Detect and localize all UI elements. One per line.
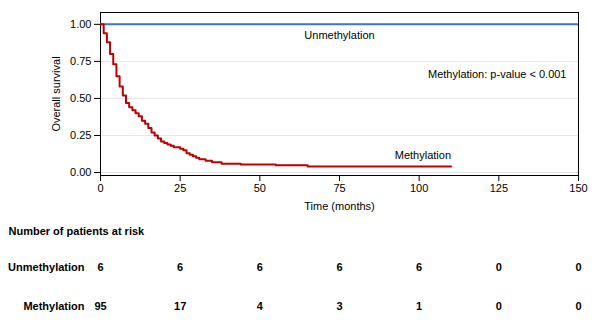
svg-text:0: 0 (496, 300, 502, 312)
svg-text:0: 0 (575, 300, 581, 312)
svg-text:50: 50 (254, 182, 266, 194)
svg-text:0: 0 (575, 261, 581, 273)
svg-text:6: 6 (257, 261, 263, 273)
svg-text:125: 125 (490, 182, 508, 194)
svg-text:6: 6 (177, 261, 183, 273)
svg-text:0.75: 0.75 (70, 55, 91, 67)
svg-text:0: 0 (97, 182, 103, 194)
svg-text:6: 6 (336, 261, 342, 273)
svg-text:0.25: 0.25 (70, 129, 91, 141)
svg-text:Methylation: p-value < 0.001: Methylation: p-value < 0.001 (428, 68, 567, 80)
svg-text:Number of patients at risk: Number of patients at risk (9, 225, 146, 237)
svg-text:17: 17 (174, 300, 186, 312)
svg-text:75: 75 (333, 182, 345, 194)
svg-text:Time (months): Time (months) (304, 200, 375, 212)
svg-text:Methylation: Methylation (395, 149, 451, 161)
svg-text:3: 3 (336, 300, 342, 312)
svg-text:Unmethylation: Unmethylation (8, 261, 85, 273)
svg-text:6: 6 (416, 261, 422, 273)
svg-text:6: 6 (97, 261, 103, 273)
svg-text:0: 0 (496, 261, 502, 273)
svg-text:0.50: 0.50 (70, 92, 91, 104)
svg-text:95: 95 (94, 300, 106, 312)
svg-text:0.00: 0.00 (70, 166, 91, 178)
svg-text:25: 25 (174, 182, 186, 194)
svg-text:Methylation: Methylation (23, 300, 84, 312)
svg-text:1.00: 1.00 (70, 18, 91, 30)
svg-text:1: 1 (416, 300, 422, 312)
svg-text:150: 150 (569, 182, 587, 194)
svg-text:100: 100 (410, 182, 428, 194)
svg-text:Overall survival: Overall survival (50, 56, 62, 131)
svg-text:Unmethylation: Unmethylation (304, 29, 374, 41)
svg-text:4: 4 (257, 300, 264, 312)
